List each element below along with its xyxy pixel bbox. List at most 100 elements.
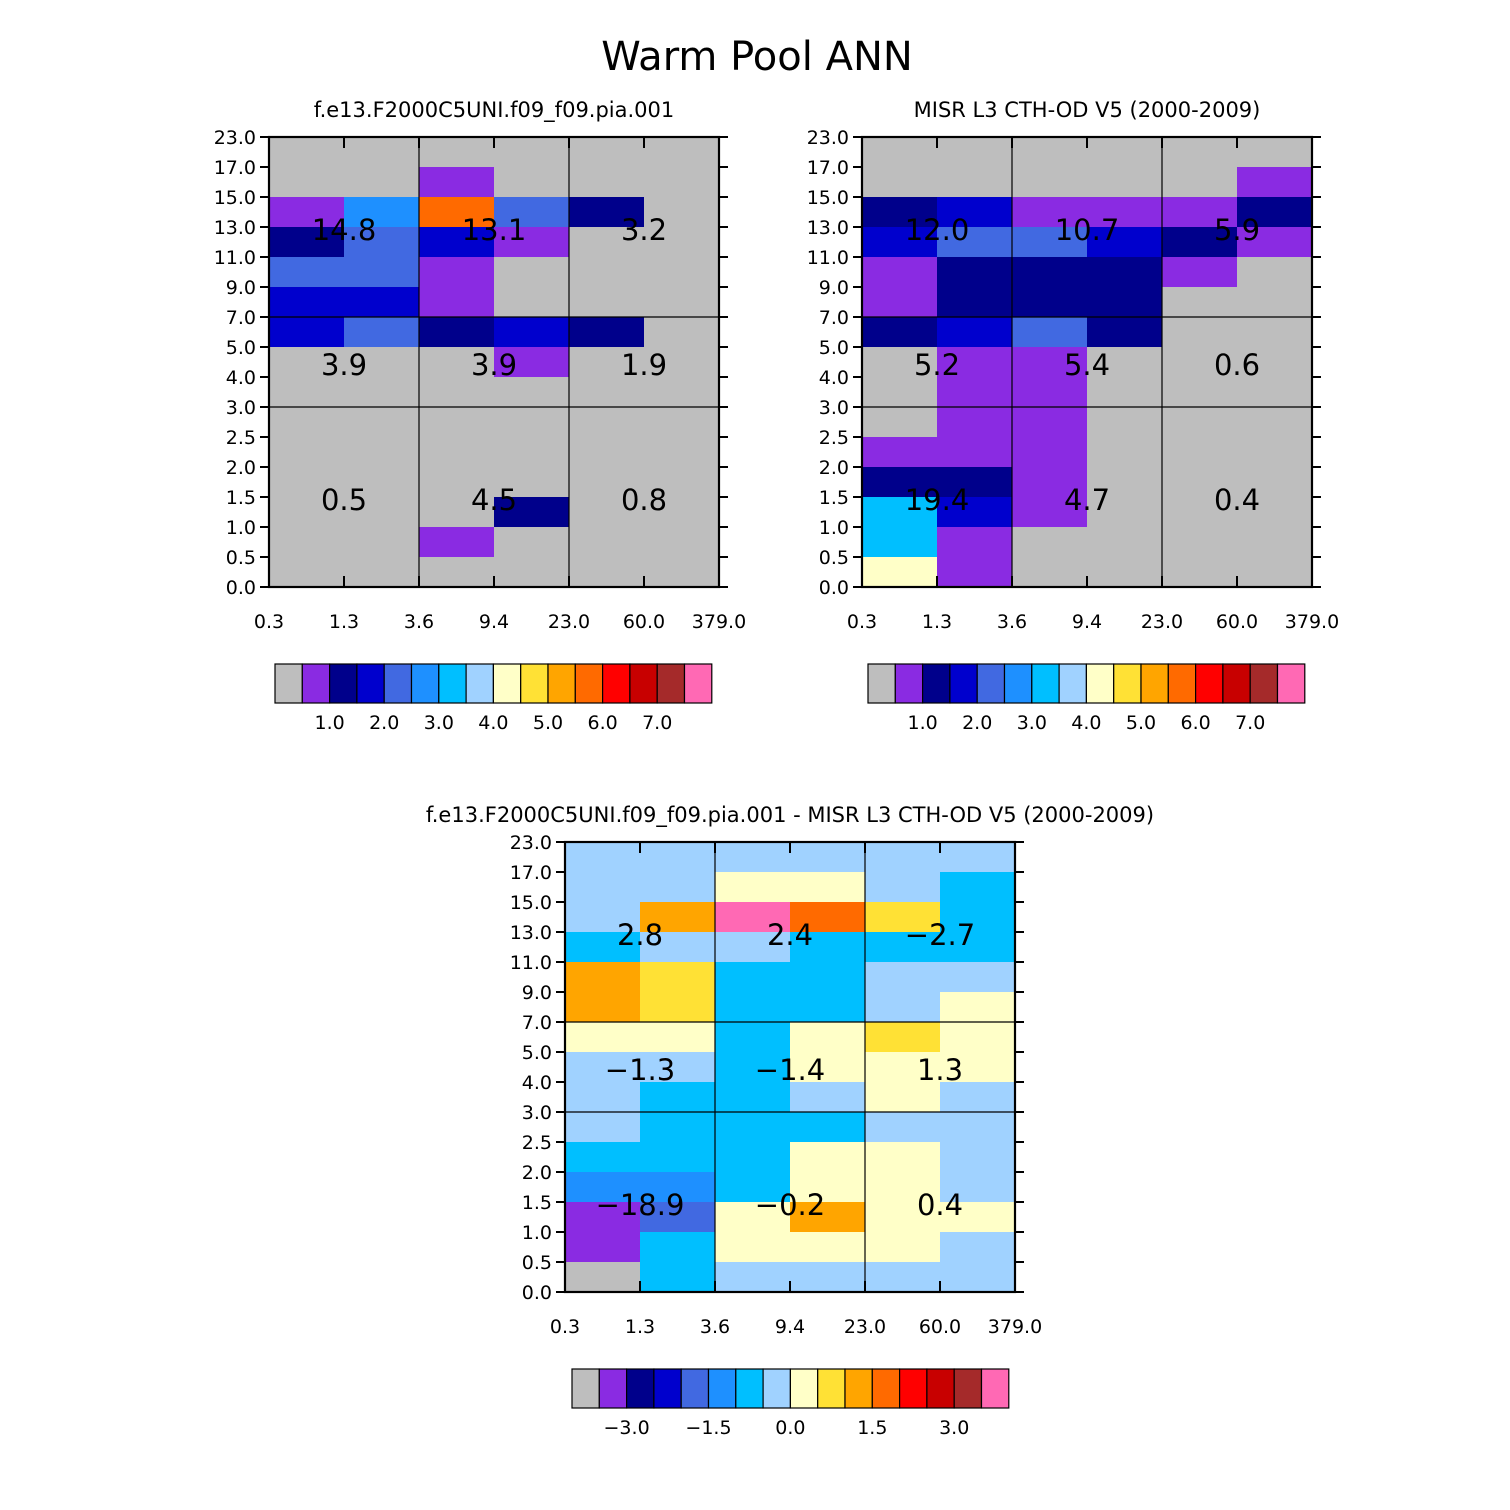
- heatmap-cell: [640, 1262, 716, 1293]
- colorbar-swatch: [547, 663, 576, 704]
- heatmap-cell: [862, 467, 938, 498]
- colorbar-swatch: [976, 663, 1006, 704]
- heatmap-cell: [937, 317, 1013, 348]
- heatmap-cell: [569, 197, 645, 228]
- heatmap-cell: [565, 872, 641, 903]
- colorbar-swatch: [953, 1368, 983, 1409]
- colorbar-label: −1.5: [685, 1417, 731, 1439]
- colorbar-label: 6.0: [1180, 712, 1210, 734]
- colorbar-swatch: [1003, 663, 1033, 704]
- heatmap-cell: [644, 407, 720, 438]
- heatmap-cell: [937, 287, 1013, 318]
- heatmap-cell: [1162, 257, 1238, 288]
- colorbar-swatch: [707, 1368, 737, 1409]
- y-tick-label: 13.0: [214, 217, 256, 239]
- x-tick-label: 0.3: [254, 611, 284, 633]
- heatmap-cell: [1237, 167, 1313, 198]
- colorbar-swatch: [1194, 663, 1224, 704]
- heatmap-cell: [940, 1142, 1016, 1173]
- x-tick-label: 379.0: [692, 611, 746, 633]
- heatmap-cell: [419, 227, 495, 258]
- heatmap-cell: [862, 557, 938, 588]
- y-tick-label: 5.0: [226, 337, 256, 359]
- heatmap-cell: [865, 992, 941, 1023]
- heatmap-cell: [1087, 257, 1163, 288]
- region-total-label: 0.8: [621, 483, 667, 517]
- heatmap-cell: [1012, 497, 1088, 528]
- colorbar-label: 6.0: [587, 712, 617, 734]
- heatmap-cell: [569, 437, 645, 468]
- heatmap-cell: [1087, 557, 1163, 588]
- heatmap-cell: [790, 1082, 866, 1113]
- heatmap-cell: [715, 1232, 791, 1263]
- heatmap-cell: [715, 872, 791, 903]
- region-total-label: −0.2: [755, 1188, 825, 1222]
- heatmap-cell: [1012, 287, 1088, 318]
- y-tick-label: 2.0: [819, 457, 849, 479]
- heatmap-cell: [1012, 197, 1088, 228]
- panel-title: MISR L3 CTH-OD V5 (2000-2009): [914, 98, 1261, 122]
- heatmap-cell: [419, 377, 495, 408]
- heatmap-cell: [1012, 437, 1088, 468]
- heatmap-cell: [862, 137, 938, 168]
- x-tick-label: 23.0: [548, 611, 590, 633]
- heatmap-cell: [715, 1082, 791, 1113]
- heatmap-cell: [715, 1022, 791, 1053]
- y-tick-label: 9.0: [819, 277, 849, 299]
- heatmap-cell: [1162, 407, 1238, 438]
- colorbar-swatch: [356, 663, 385, 704]
- heatmap-cell: [1087, 497, 1163, 528]
- heatmap-cell: [344, 287, 420, 318]
- colorbar-swatch: [274, 663, 303, 704]
- heatmap-cell: [419, 317, 495, 348]
- heatmap-cell: [862, 167, 938, 198]
- heatmap-cell: [569, 377, 645, 408]
- x-tick-label: 379.0: [988, 1316, 1042, 1338]
- heatmap-cell: [644, 347, 720, 378]
- colorbar-swatch: [898, 1368, 928, 1409]
- heatmap-cell: [1162, 347, 1238, 378]
- colorbar-swatch: [926, 1368, 955, 1409]
- heatmap-cell: [865, 962, 941, 993]
- heatmap-cell: [1012, 167, 1088, 198]
- y-tick-label: 9.0: [226, 277, 256, 299]
- heatmap-cell: [790, 1052, 866, 1083]
- heatmap-cell: [269, 287, 345, 318]
- heatmap-cell: [1237, 527, 1313, 558]
- y-tick-label: 7.0: [522, 1012, 552, 1034]
- heatmap-cell: [937, 347, 1013, 378]
- heatmap-cell: [494, 137, 570, 168]
- region-total-label: 1.9: [621, 348, 667, 382]
- heatmap-cell: [494, 467, 570, 498]
- heatmap-cell: [494, 197, 570, 228]
- heatmap-cell: [937, 467, 1013, 498]
- y-tick-label: 1.5: [522, 1192, 552, 1214]
- heatmap-cell: [1087, 137, 1163, 168]
- y-tick-label: 5.0: [819, 337, 849, 359]
- heatmap-cell: [1087, 467, 1163, 498]
- heatmap-cell: [269, 257, 345, 288]
- heatmap-cell: [640, 1112, 716, 1143]
- y-tick-label: 7.0: [226, 307, 256, 329]
- heatmap-cell: [419, 527, 495, 558]
- heatmap-cell: [862, 437, 938, 468]
- heatmap-cell: [790, 1172, 866, 1203]
- heatmap-cell: [940, 1202, 1016, 1233]
- region-total-label: 3.2: [621, 213, 667, 247]
- heatmap-cell: [419, 257, 495, 288]
- heatmap-cell: [790, 842, 866, 873]
- heatmap-cell: [1012, 467, 1088, 498]
- heatmap-cell: [937, 257, 1013, 288]
- heatmap-cell: [1162, 467, 1238, 498]
- heatmap-cell: [715, 1112, 791, 1143]
- x-tick-label: 9.4: [1072, 611, 1102, 633]
- heatmap-cell: [865, 1142, 941, 1173]
- heatmap-cell: [569, 347, 645, 378]
- heatmap-cell: [569, 497, 645, 528]
- heatmap-cell: [644, 287, 720, 318]
- heatmap-cell: [940, 1232, 1016, 1263]
- colorbar-label: 3.0: [1017, 712, 1047, 734]
- heatmap-cell: [865, 1022, 941, 1053]
- heatmap-cell: [1162, 227, 1238, 258]
- heatmap-cell: [1087, 347, 1163, 378]
